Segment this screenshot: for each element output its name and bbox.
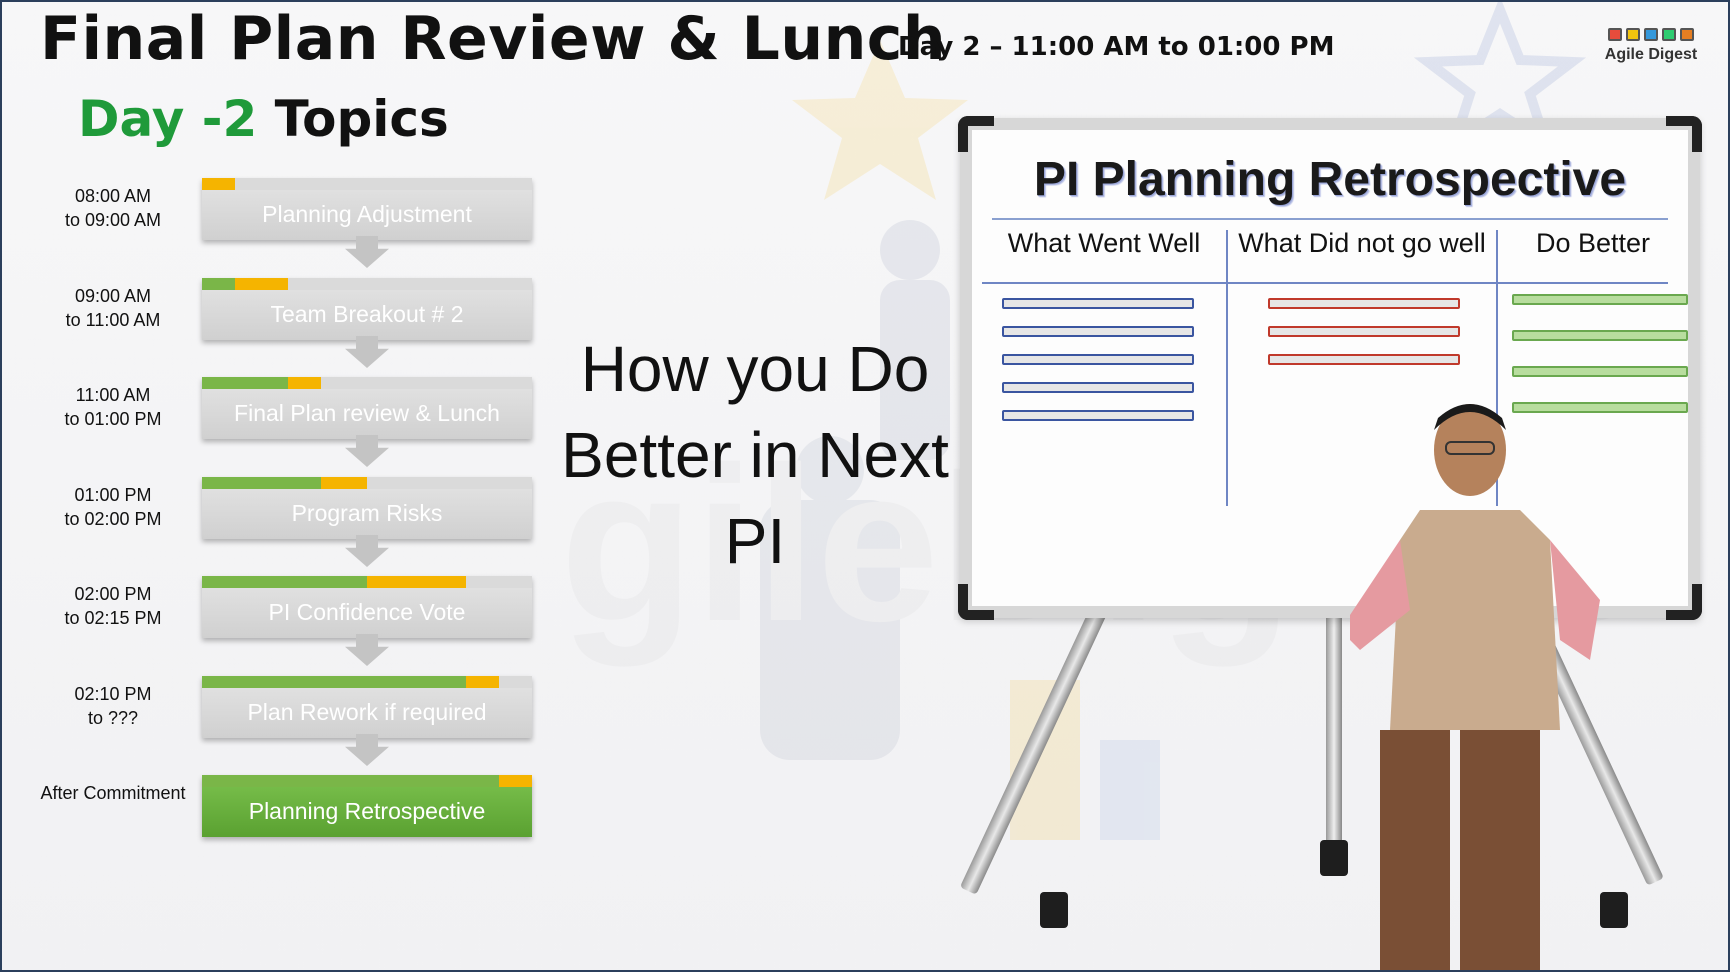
progress-current-segment: [367, 576, 466, 588]
not-well-note-line: [1268, 326, 1460, 337]
agenda-step-progress: [202, 477, 532, 489]
whiteboard: PI Planning Retrospective What Went Well…: [958, 116, 1702, 620]
column-header-do-better: Do Better: [1535, 228, 1651, 258]
progress-done-segment: [202, 676, 466, 688]
agenda-step-label: Planning Retrospective: [248, 797, 486, 824]
went-well-note-line: [1002, 382, 1194, 393]
agenda-step-progress: [202, 576, 532, 588]
progress-done-segment: [202, 477, 321, 489]
went-well-note-line: [1002, 298, 1194, 309]
agenda-step-5: PI Confidence Vote: [202, 576, 532, 638]
agenda-step-progress: [202, 178, 532, 190]
went-well-note-line: [1002, 326, 1194, 337]
column-header-went-well: What Went Well: [1007, 228, 1201, 258]
progress-current-segment: [287, 377, 321, 389]
presenter-head: [1434, 404, 1506, 496]
presenter: [1340, 400, 1610, 972]
slide-message-line-2: Better in Next: [561, 419, 949, 491]
do-better-note-line: [1512, 330, 1688, 341]
slide-message: How you Do Better in Next PI: [540, 326, 970, 584]
page-title: Final Plan Review & Lunch: [40, 4, 947, 74]
not-well-note-line: [1268, 298, 1460, 309]
agenda-step-label: Plan Rework if required: [247, 698, 487, 725]
agenda-step-label: Planning Adjustment: [262, 200, 472, 227]
agenda-time-end: to 11:00 AM: [65, 310, 161, 330]
agenda-time-6: 02:10 PM to ???: [38, 682, 188, 730]
not-well-note-line: [1268, 354, 1460, 365]
agenda-step-progress: [202, 676, 532, 688]
agenda-time-end: to ???: [87, 708, 139, 728]
agenda-time-end: to 02:00 PM: [64, 509, 162, 529]
progress-current-segment: [320, 477, 367, 489]
agenda-time-start: After Commitment: [40, 783, 186, 803]
went-well-note-line: [1002, 410, 1194, 421]
agenda-time-5: 02:00 PM to 02:15 PM: [38, 582, 188, 630]
brand-logo: Agile Digest: [1596, 28, 1706, 64]
agenda-time-4: 01:00 PM to 02:00 PM: [38, 483, 188, 531]
agenda-step-6: Plan Rework if required: [202, 676, 532, 738]
do-better-note-line: [1512, 366, 1688, 377]
agenda-time-end: to 09:00 AM: [64, 210, 162, 230]
star-outline-icon: [1413, 0, 1587, 156]
do-better-note-line: [1512, 402, 1688, 413]
progress-current-segment: [499, 775, 532, 787]
went-well-note-line: [1002, 354, 1194, 365]
agenda-step-progress: [202, 278, 532, 290]
agenda-step-7: Planning Retrospective: [202, 775, 532, 837]
slide-message-line-1: How you Do: [580, 333, 930, 405]
presenter-vest: [1390, 510, 1560, 730]
agenda-time-start: 11:00 AM: [75, 385, 151, 405]
agenda-time-start: 02:10 PM: [74, 684, 152, 704]
agenda-step-3: Final Plan review & Lunch: [202, 377, 532, 439]
agenda-time-start: 09:00 AM: [74, 286, 152, 306]
progress-done-segment: [202, 377, 288, 389]
agenda-time-start: 02:00 PM: [74, 584, 152, 604]
session-time: Day 2 – 11:00 AM to 01:00 PM: [898, 32, 1335, 62]
brand-name: Agile Digest: [1604, 46, 1698, 63]
agenda-time-end: to 02:15 PM: [64, 608, 162, 628]
progress-done-segment: [202, 278, 235, 290]
agenda-title: Day -2 Topics: [78, 90, 449, 148]
whiteboard-title: PI Planning Retrospective: [1033, 153, 1627, 206]
agenda-time-end: to 01:00 PM: [64, 409, 162, 429]
star-icon: [792, 40, 968, 200]
progress-done-segment: [202, 576, 367, 588]
agenda-step-2: Team Breakout # 2: [202, 278, 532, 340]
brand-cubes-icon: [1596, 28, 1706, 44]
progress-current-segment: [235, 278, 288, 290]
agenda-step-progress: [202, 775, 532, 787]
agenda-time-1: 08:00 AM to 09:00 AM: [38, 184, 188, 232]
agenda-step-1: Planning Adjustment: [202, 178, 532, 240]
progress-done-segment: [202, 775, 499, 787]
agenda-step-label: Final Plan review & Lunch: [234, 399, 500, 426]
column-header-not-well: What Did not go well: [1238, 228, 1486, 258]
agenda-step-4: Program Risks: [202, 477, 532, 539]
progress-current-segment: [466, 676, 499, 688]
slide-message-line-3: PI: [724, 505, 786, 577]
agenda-time-7: After Commitment: [33, 781, 193, 805]
agenda-title-day: Day -2: [78, 90, 258, 148]
agenda-step-label: Program Risks: [291, 499, 443, 526]
do-better-note-line: [1512, 294, 1688, 305]
presenter-trousers-right: [1460, 730, 1540, 972]
agenda-step-label: Team Breakout # 2: [270, 300, 464, 327]
agenda-time-3: 11:00 AM to 01:00 PM: [38, 383, 188, 431]
agenda-time-2: 09:00 AM to 11:00 AM: [38, 284, 188, 332]
presenter-trousers-left: [1380, 730, 1450, 972]
agenda-time-start: 01:00 PM: [74, 485, 152, 505]
agenda-time-start: 08:00 AM: [74, 186, 152, 206]
progress-current-segment: [202, 178, 235, 190]
whiteboard-surface: PI Planning Retrospective What Went Well…: [960, 118, 1700, 618]
agenda-step-label: PI Confidence Vote: [268, 598, 466, 625]
agenda-step-progress: [202, 377, 532, 389]
agenda-title-rest: Topics: [257, 90, 449, 148]
